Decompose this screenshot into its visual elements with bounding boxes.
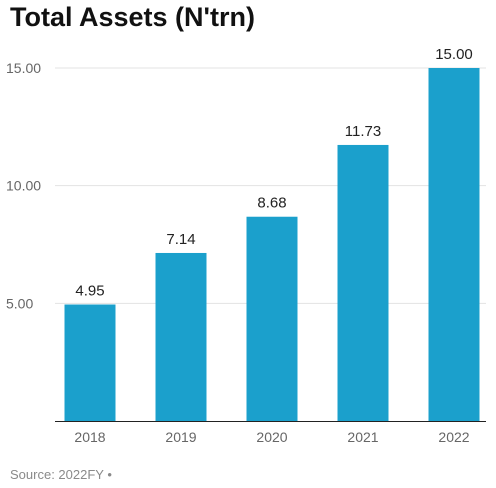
bar-value-label: 8.68 [257, 195, 286, 212]
x-axis-tick-labels: 2018 2019 2020 2021 2022 [74, 429, 469, 445]
bar-value-label: 11.73 [345, 123, 381, 140]
bars [64, 68, 480, 422]
bar-2018 [64, 304, 116, 421]
x-tick-label: 2021 [347, 429, 378, 445]
bar-value-label: 7.14 [166, 231, 195, 248]
bar-2022 [428, 68, 480, 421]
x-tick-label: 2019 [165, 429, 196, 445]
x-tick-label: 2020 [256, 429, 287, 445]
x-tick-label: 2022 [438, 429, 469, 445]
bar-2020 [246, 216, 298, 421]
bar-2021 [337, 144, 389, 422]
x-tick-label: 2018 [74, 429, 105, 445]
y-tick-label: 15.00 [6, 60, 41, 76]
bar-2019 [155, 252, 207, 421]
bar-value-label: 15.00 [435, 46, 473, 63]
y-axis-tick-labels: 5.00 10.00 15.00 [6, 60, 41, 311]
y-tick-label: 5.00 [6, 295, 33, 311]
bar-value-labels: 4.95 7.14 8.68 11.73 15.00 [75, 46, 472, 300]
chart-title: Total Assets (N'trn) [10, 2, 255, 32]
bar-value-label: 4.95 [75, 283, 104, 300]
chart-source: Source: 2022FY • [10, 467, 112, 482]
y-tick-label: 10.00 [6, 178, 41, 194]
